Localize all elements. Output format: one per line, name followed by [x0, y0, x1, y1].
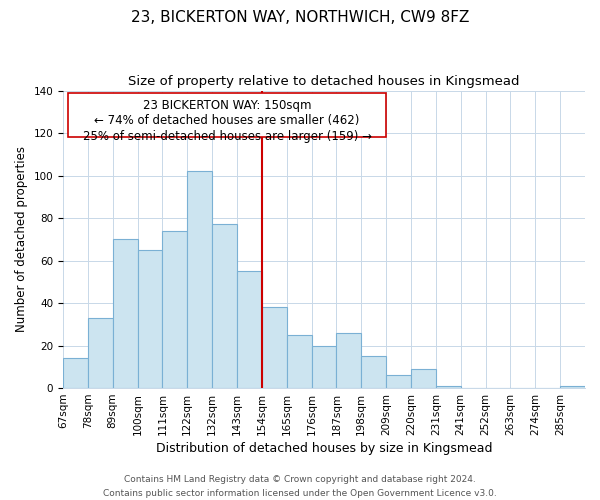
FancyBboxPatch shape [68, 92, 386, 138]
Text: 23, BICKERTON WAY, NORTHWICH, CW9 8FZ: 23, BICKERTON WAY, NORTHWICH, CW9 8FZ [131, 10, 469, 25]
Bar [311, 346, 337, 388]
Bar [137, 250, 163, 388]
Bar [237, 271, 262, 388]
Bar [113, 240, 137, 388]
Bar [88, 318, 113, 388]
Title: Size of property relative to detached houses in Kingsmead: Size of property relative to detached ho… [128, 75, 520, 88]
Bar [361, 356, 386, 388]
Bar [386, 376, 411, 388]
Bar [163, 231, 187, 388]
X-axis label: Distribution of detached houses by size in Kingsmead: Distribution of detached houses by size … [156, 442, 492, 455]
Bar [63, 358, 88, 388]
Bar [436, 386, 461, 388]
Text: 23 BICKERTON WAY: 150sqm: 23 BICKERTON WAY: 150sqm [143, 99, 311, 112]
Bar [411, 369, 436, 388]
Bar [560, 386, 585, 388]
Bar [187, 172, 212, 388]
Bar [262, 308, 287, 388]
Bar [337, 333, 361, 388]
Bar [287, 335, 311, 388]
Text: 25% of semi-detached houses are larger (159) →: 25% of semi-detached houses are larger (… [83, 130, 371, 143]
Text: Contains HM Land Registry data © Crown copyright and database right 2024.
Contai: Contains HM Land Registry data © Crown c… [103, 476, 497, 498]
Bar [212, 224, 237, 388]
Text: ← 74% of detached houses are smaller (462): ← 74% of detached houses are smaller (46… [94, 114, 360, 127]
Y-axis label: Number of detached properties: Number of detached properties [15, 146, 28, 332]
